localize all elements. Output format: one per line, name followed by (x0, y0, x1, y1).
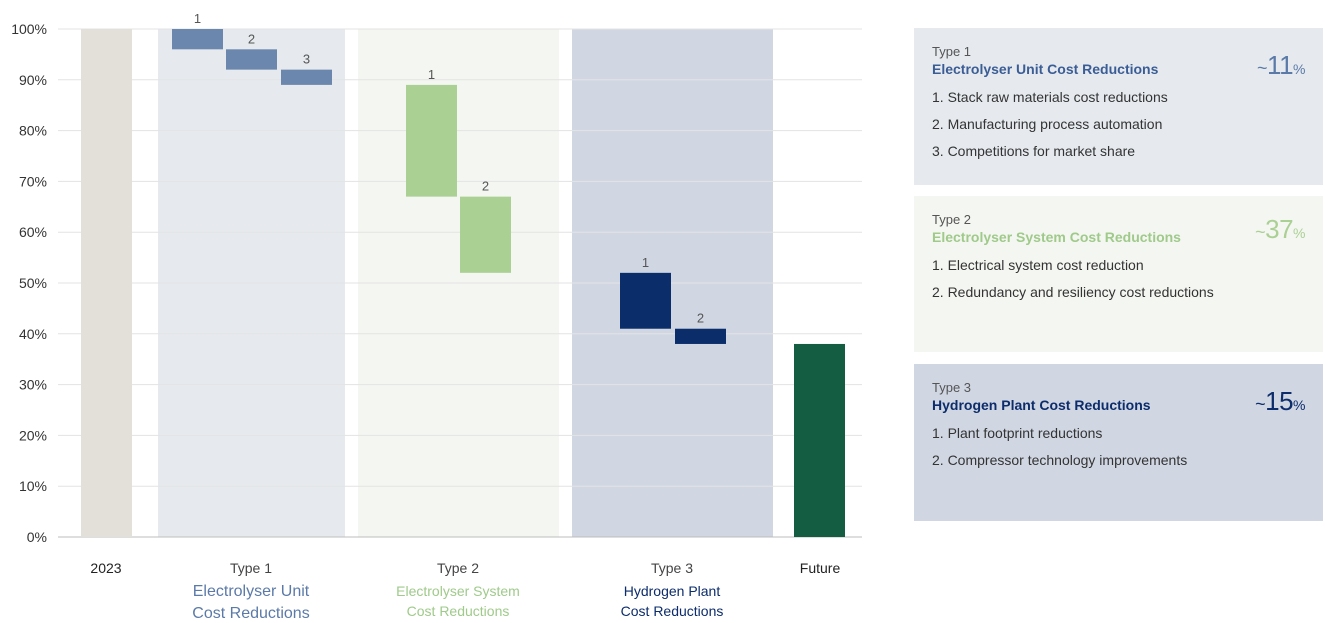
bar-start (81, 29, 132, 537)
bar-label: 1 (428, 67, 435, 82)
tilde: ~ (1255, 222, 1266, 242)
tilde: ~ (1255, 394, 1266, 414)
bar-t3-2 (675, 328, 726, 344)
panel-type-label: Type 1 (932, 44, 972, 59)
bar-t2-2 (460, 196, 511, 273)
panel-type-label: Type 3 (932, 380, 972, 395)
panel-percentage: ~37% (1255, 214, 1305, 245)
bar-t2-1 (406, 84, 457, 197)
y-tick-label: 100% (11, 21, 47, 37)
y-tick-label: 90% (19, 72, 47, 88)
list-item: 2. Compressor technology improvements (932, 452, 1188, 468)
list-item: 2. Redundancy and resiliency cost reduct… (932, 284, 1214, 300)
panel-list: 1. Stack raw materials cost reductions 2… (932, 84, 1305, 165)
bar-t3-1 (620, 272, 671, 329)
x-type-label: Type 2 (437, 560, 479, 576)
y-tick-label: 10% (19, 478, 47, 494)
list-item: 3. Competitions for market share (932, 143, 1136, 159)
bar-label: 1 (642, 255, 649, 270)
panel-type-1: Type 1 Electrolyser Unit Cost Reductions… (914, 28, 1323, 185)
x-category-label: Hydrogen Plant (624, 583, 721, 599)
panel-title: Electrolyser System Cost Reductions (932, 229, 1181, 245)
y-tick-label: 70% (19, 173, 47, 189)
list-item: 1. Electrical system cost reduction (932, 257, 1144, 273)
pct-value: 37 (1265, 214, 1294, 244)
panel-type-2: Type 2 Electrolyser System Cost Reductio… (914, 196, 1323, 352)
x-tick-label: Future (800, 560, 841, 576)
bar-label: 2 (248, 31, 255, 46)
panel-title: Hydrogen Plant Cost Reductions (932, 397, 1151, 413)
x-category-label: Electrolyser System (396, 583, 520, 599)
list-item: 1. Plant footprint reductions (932, 425, 1103, 441)
pct-value: 15 (1265, 386, 1294, 416)
y-tick-label: 60% (19, 224, 47, 240)
y-tick-label: 0% (27, 529, 47, 545)
waterfall-chart: 100% 90% 80% 70% 60% 50% 40% 30% 20% 10% 0% 1 2 3 1 2 1 2… (11, 11, 862, 622)
panel-percentage: ~11% (1257, 50, 1305, 81)
panel-type-3: Type 3 Hydrogen Plant Cost Reductions ~1… (914, 364, 1323, 521)
list-item: 1. Stack raw materials cost reductions (932, 89, 1168, 105)
bar-label: 2 (482, 179, 489, 194)
bar-t1-3 (281, 69, 332, 85)
x-category-label: Cost Reductions (621, 603, 724, 619)
pct-unit: % (1293, 61, 1305, 77)
bar-label: 3 (303, 52, 310, 67)
pct-unit: % (1293, 397, 1305, 413)
bar-t1-2 (226, 49, 277, 70)
x-category-label: Cost Reductions (407, 603, 510, 619)
bar-label: 2 (697, 311, 704, 326)
x-category-label: Cost Reductions (192, 605, 309, 622)
x-category-label: Electrolyser Unit (193, 583, 310, 600)
panel-title: Electrolyser Unit Cost Reductions (932, 61, 1159, 77)
bar-label: 1 (194, 11, 201, 26)
pct-unit: % (1293, 225, 1305, 241)
x-type-label: Type 1 (230, 560, 272, 576)
panel-list: 1. Electrical system cost reduction 2. R… (932, 252, 1305, 306)
y-tick-label: 20% (19, 427, 47, 443)
panel-list: 1. Plant footprint reductions 2. Compres… (932, 420, 1305, 474)
x-tick-label: 2023 (90, 560, 121, 576)
tilde: ~ (1257, 58, 1268, 78)
y-tick-label: 80% (19, 123, 47, 139)
y-tick-label: 40% (19, 326, 47, 342)
bar-end (794, 343, 845, 537)
list-item: 2. Manufacturing process automation (932, 116, 1163, 132)
y-tick-label: 50% (19, 275, 47, 291)
x-type-label: Type 3 (651, 560, 693, 576)
y-tick-label: 30% (19, 377, 47, 393)
panel-type-label: Type 2 (932, 212, 972, 227)
panel-percentage: ~15% (1255, 386, 1305, 417)
pct-value: 11 (1267, 50, 1294, 80)
bar-t1-1 (172, 29, 223, 50)
